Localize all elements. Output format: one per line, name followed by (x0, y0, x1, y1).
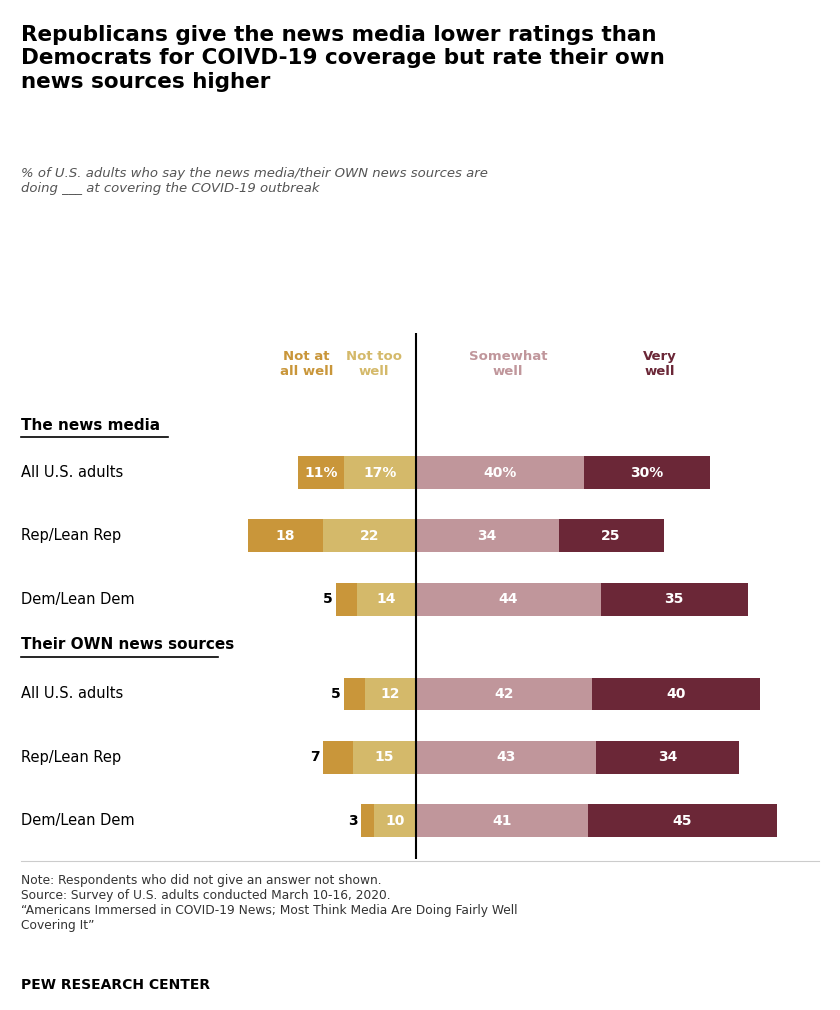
Text: Dem/Lean Dem: Dem/Lean Dem (21, 592, 134, 607)
Bar (248, 519, 323, 552)
Text: Dem/Lean Dem: Dem/Lean Dem (21, 813, 134, 828)
Bar (416, 804, 588, 837)
Text: 15: 15 (375, 750, 394, 765)
Bar (298, 457, 344, 489)
Bar (416, 457, 584, 489)
Text: 22: 22 (360, 529, 380, 542)
Bar (416, 583, 601, 615)
Bar (344, 678, 365, 710)
Bar (361, 804, 374, 837)
Bar (588, 804, 777, 837)
Text: 3: 3 (349, 813, 358, 827)
Text: Not too
well: Not too well (346, 349, 402, 378)
Text: 35: 35 (664, 592, 684, 606)
Text: 40%: 40% (483, 466, 517, 480)
Text: Their OWN news sources: Their OWN news sources (21, 637, 234, 652)
Text: 43: 43 (496, 750, 516, 765)
Text: 25: 25 (601, 529, 621, 542)
Text: 14: 14 (376, 592, 396, 606)
Bar (323, 519, 416, 552)
Text: 34: 34 (658, 750, 678, 765)
Text: 5: 5 (323, 592, 333, 606)
Text: Somewhat
well: Somewhat well (469, 349, 548, 378)
Text: 30%: 30% (630, 466, 664, 480)
Bar (416, 519, 559, 552)
Bar (353, 740, 416, 774)
Text: 18: 18 (276, 529, 296, 542)
Text: Republicans give the news media lower ratings than
Democrats for COIVD-19 covera: Republicans give the news media lower ra… (21, 25, 664, 92)
Text: PEW RESEARCH CENTER: PEW RESEARCH CENTER (21, 978, 210, 992)
Text: Rep/Lean Rep: Rep/Lean Rep (21, 749, 121, 765)
Bar (592, 678, 760, 710)
Text: % of U.S. adults who say the news media/their OWN news sources are
doing ___ at : % of U.S. adults who say the news media/… (21, 167, 488, 195)
Bar (344, 457, 416, 489)
Bar (374, 804, 416, 837)
Text: 40: 40 (666, 687, 686, 701)
Bar (416, 678, 592, 710)
Bar (584, 457, 710, 489)
Text: 44: 44 (498, 592, 518, 606)
Text: Not at
all well: Not at all well (280, 349, 333, 378)
Text: Very
well: Very well (643, 349, 676, 378)
Text: 7: 7 (311, 750, 320, 765)
Text: All U.S. adults: All U.S. adults (21, 465, 123, 480)
Text: 45: 45 (673, 813, 692, 827)
Text: 41: 41 (492, 813, 512, 827)
Bar (357, 583, 416, 615)
Text: 34: 34 (477, 529, 497, 542)
Bar (416, 740, 596, 774)
Bar (336, 583, 357, 615)
Text: 10: 10 (385, 813, 405, 827)
Text: 5: 5 (331, 687, 341, 701)
Bar (365, 678, 416, 710)
Text: 42: 42 (494, 687, 514, 701)
Text: Rep/Lean Rep: Rep/Lean Rep (21, 528, 121, 543)
Bar (323, 740, 353, 774)
Text: The news media: The news media (21, 417, 160, 432)
Bar (559, 519, 664, 552)
Text: Note: Respondents who did not give an answer not shown.
Source: Survey of U.S. a: Note: Respondents who did not give an an… (21, 874, 517, 931)
Bar (596, 740, 739, 774)
Bar (601, 583, 748, 615)
Text: 17%: 17% (364, 466, 396, 480)
Text: 12: 12 (381, 687, 401, 701)
Text: All U.S. adults: All U.S. adults (21, 687, 123, 702)
Text: 11%: 11% (305, 466, 338, 480)
